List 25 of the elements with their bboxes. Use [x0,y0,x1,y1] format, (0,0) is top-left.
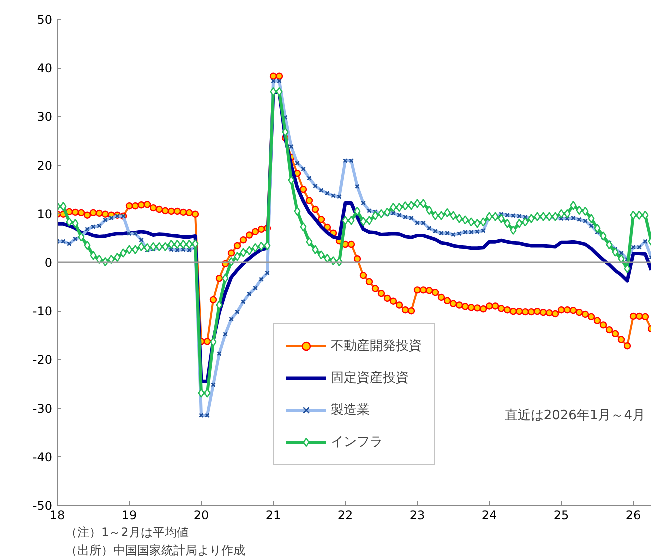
y-tick-label: 40 [37,62,53,76]
y-tick-label: 0 [44,256,53,270]
y-tick-label: 10 [37,207,53,222]
y-tick-label: 50 [37,13,53,27]
x-tick-label: 24 [482,508,498,522]
y-tick-label: -40 [32,450,53,464]
y-tick-label: -10 [32,304,53,319]
annotation: 直近は2026年1月～4月 [504,408,646,424]
legend-label: インフラ [331,434,383,451]
y-tick-label: 20 [37,158,53,173]
x-tick-label: 23 [410,508,426,522]
y-tick-label: -20 [32,353,53,368]
x-tick-label: 26 [626,508,642,522]
legend-label: 不動産開発投資 [331,338,422,355]
y-tick-label: -30 [32,402,53,416]
text: （注）1～2月は平均値 [66,526,189,540]
x-tick-label: 20 [194,508,210,522]
legend-label: 製造業 [331,402,370,419]
x-tick-label: 19 [122,508,138,522]
x-tick-label: 25 [554,508,570,522]
text: （出所）中国国家統計局より作成 [66,544,246,558]
y-tick-label: 30 [37,110,53,124]
x-tick-label: 21 [266,508,282,522]
x-tick-label: 22 [338,508,354,522]
legend-label: 固定資産投資 [331,370,409,387]
